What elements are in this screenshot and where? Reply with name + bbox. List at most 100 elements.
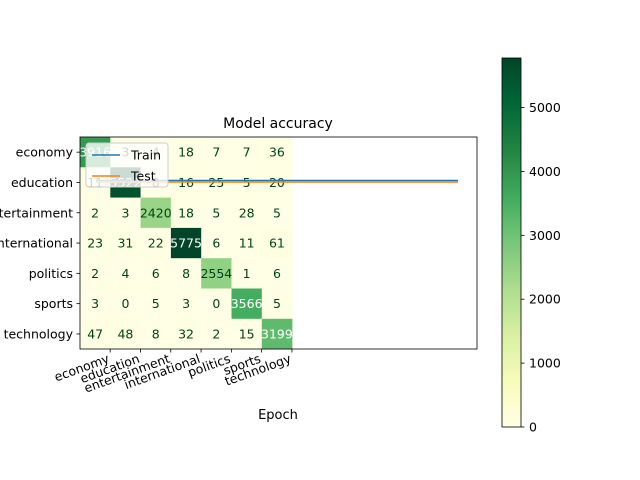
cell-value-label: 8 bbox=[152, 326, 160, 341]
heatmap-cell bbox=[231, 258, 263, 289]
heatmap-cell bbox=[170, 318, 202, 350]
heatmap-cell bbox=[231, 227, 263, 259]
heatmap-cell bbox=[261, 318, 293, 350]
cell-value-label: 6 bbox=[212, 236, 220, 251]
heatmap-cell bbox=[80, 258, 111, 289]
y-tick-label: education bbox=[11, 175, 73, 190]
cell-value-label: 3566 bbox=[231, 296, 263, 311]
cell-value-label: 28 bbox=[239, 205, 255, 220]
heatmap-cell bbox=[201, 288, 232, 320]
y-tick-label: international bbox=[0, 236, 73, 251]
heatmap-cell bbox=[201, 318, 232, 350]
heatmap-cell bbox=[170, 258, 202, 289]
heatmap-cell bbox=[231, 288, 263, 320]
cell-value-label: 3 bbox=[182, 296, 190, 311]
cell-value-label: 11 bbox=[239, 236, 255, 251]
legend: Train Test bbox=[85, 142, 169, 188]
heatmap-cell bbox=[140, 258, 172, 289]
heatmap-cell bbox=[140, 288, 172, 320]
heatmap-cell bbox=[201, 227, 232, 259]
heatmap-cell bbox=[170, 227, 202, 259]
cell-value-label: 3199 bbox=[261, 326, 293, 341]
cell-value-label: 0 bbox=[121, 296, 129, 311]
heatmap-cell bbox=[80, 227, 111, 259]
cell-value-label: 36 bbox=[269, 145, 285, 160]
heatmap-cell bbox=[110, 318, 141, 350]
cell-value-label: 7 bbox=[212, 145, 220, 160]
heatmap-cell bbox=[261, 197, 293, 229]
heatmap-cell bbox=[80, 318, 111, 350]
y-tick-label: entertainment bbox=[0, 205, 73, 220]
cell-value-label: 23 bbox=[87, 236, 103, 251]
heatmap-cell bbox=[110, 258, 141, 289]
heatmap-cell bbox=[261, 227, 293, 259]
cell-value-label: 15 bbox=[239, 326, 255, 341]
heatmap-cell bbox=[201, 197, 232, 229]
y-tick-label: politics bbox=[29, 266, 73, 281]
cell-value-label: 3 bbox=[121, 205, 129, 220]
heatmap-cell bbox=[170, 137, 202, 168]
colorbar-tick-label: 3000 bbox=[529, 228, 561, 243]
heatmap-cell bbox=[80, 197, 111, 229]
heatmap-cell bbox=[231, 318, 263, 350]
heatmap-cell bbox=[261, 137, 293, 168]
heatmap-cell bbox=[110, 288, 141, 320]
cell-value-label: 5 bbox=[152, 296, 160, 311]
cell-value-label: 4 bbox=[121, 266, 129, 281]
heatmap-cell bbox=[231, 197, 263, 229]
cell-value-label: 8 bbox=[182, 266, 190, 281]
colorbar-ticks: 0 1000 2000 3000 4000 5000 bbox=[521, 100, 561, 435]
heatmap-cells: 3916341877361155228162552023242018528523… bbox=[79, 137, 293, 350]
colorbar-tick-label: 5000 bbox=[529, 100, 561, 115]
heatmap-cell bbox=[261, 258, 293, 289]
heatmap-cell bbox=[261, 288, 293, 320]
heatmap-cell bbox=[140, 318, 172, 350]
heatmap-cell bbox=[140, 227, 172, 259]
heatmap-cell bbox=[110, 197, 141, 229]
colorbar-tick-label: 4000 bbox=[529, 164, 561, 179]
cell-value-label: 2420 bbox=[140, 205, 172, 220]
cell-value-label: 31 bbox=[117, 236, 133, 251]
heatmap-cell bbox=[140, 197, 172, 229]
cell-value-label: 7 bbox=[243, 145, 251, 160]
cell-value-label: 1 bbox=[243, 266, 251, 281]
cell-value-label: 0 bbox=[212, 296, 220, 311]
heatmap-cell bbox=[201, 137, 232, 168]
cell-value-label: 3 bbox=[91, 296, 99, 311]
x-axis-label: Epoch bbox=[258, 408, 298, 423]
cell-value-label: 2 bbox=[212, 326, 220, 341]
cell-value-label: 18 bbox=[178, 205, 194, 220]
y-tick-label: technology bbox=[4, 326, 74, 341]
cell-value-label: 2 bbox=[91, 205, 99, 220]
legend-label: Train bbox=[130, 148, 161, 163]
cell-value-label: 32 bbox=[178, 326, 194, 341]
colorbar-tick-label: 0 bbox=[529, 420, 537, 435]
cell-value-label: 61 bbox=[269, 236, 285, 251]
heatmap-cell bbox=[231, 137, 263, 168]
cell-value-label: 5 bbox=[273, 205, 281, 220]
cell-value-label: 6 bbox=[152, 266, 160, 281]
cell-value-label: 18 bbox=[178, 145, 194, 160]
cell-value-label: 47 bbox=[87, 326, 103, 341]
y-tick-label: economy bbox=[16, 145, 74, 160]
axis-ticks: economyeconomyeducationeducationentertai… bbox=[0, 145, 294, 396]
cell-value-label: 2554 bbox=[200, 266, 232, 281]
colorbar-tick-label: 2000 bbox=[529, 292, 561, 307]
chart-title: Model accuracy bbox=[223, 116, 333, 132]
heatmap-cell bbox=[110, 227, 141, 259]
cell-value-label: 5 bbox=[273, 296, 281, 311]
colorbar-tick-label: 1000 bbox=[529, 356, 561, 371]
colorbar bbox=[501, 57, 522, 428]
cell-value-label: 5 bbox=[212, 205, 220, 220]
heatmap-cell bbox=[80, 288, 111, 320]
cell-value-label: 48 bbox=[117, 326, 133, 341]
y-tick-label: sports bbox=[34, 296, 73, 311]
legend-label: Test bbox=[130, 169, 156, 184]
cell-value-label: 2 bbox=[91, 266, 99, 281]
cell-value-label: 22 bbox=[148, 236, 164, 251]
cell-value-label: 5775 bbox=[170, 236, 202, 251]
heatmap-cell bbox=[170, 197, 202, 229]
cell-value-label: 6 bbox=[273, 266, 281, 281]
heatmap-cell bbox=[201, 258, 232, 289]
